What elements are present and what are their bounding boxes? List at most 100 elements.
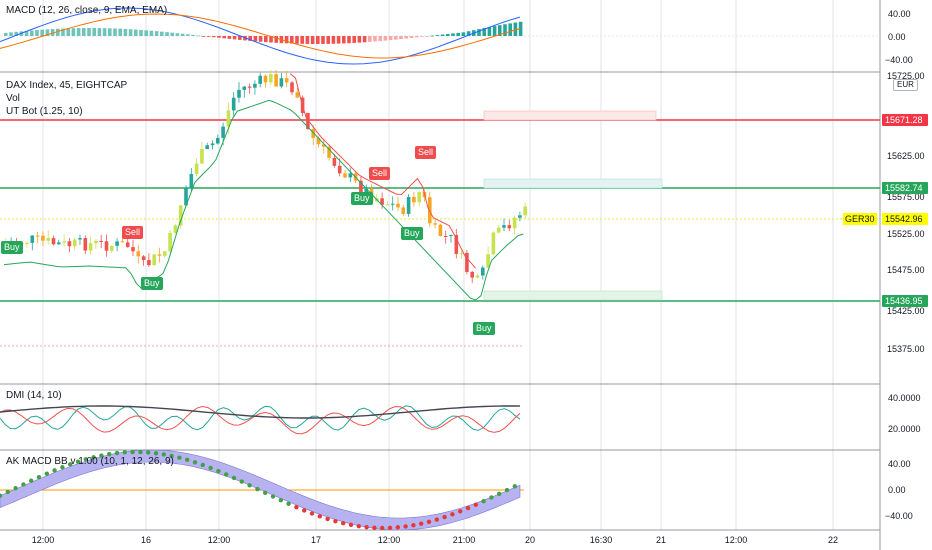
macd-histogram-bar xyxy=(45,29,50,36)
macd-histogram-bar xyxy=(253,36,258,42)
candle-body xyxy=(51,238,56,245)
akmacd-dot xyxy=(75,459,81,464)
candle-body xyxy=(152,254,156,266)
candle-body xyxy=(104,241,109,251)
akmacd-dot xyxy=(224,472,229,477)
macd-histogram-bar xyxy=(139,29,143,36)
candle-body xyxy=(173,225,178,233)
akmacd-dot xyxy=(380,525,385,531)
macd-histogram-bar xyxy=(9,32,13,36)
akmacd-dot xyxy=(364,524,369,530)
akmacd-dot xyxy=(60,465,65,470)
akmacd-axis-tick: 40.00 xyxy=(888,459,911,469)
akmacd-dot xyxy=(395,525,400,530)
zone-green xyxy=(483,290,663,301)
akmacd-dot xyxy=(161,452,166,457)
akmacd-dot xyxy=(5,489,10,495)
macd-histogram-bar xyxy=(482,28,486,36)
macd-histogram-bar xyxy=(383,36,388,41)
macd-signal-line xyxy=(0,13,521,59)
sell-signal: Sell xyxy=(415,146,437,159)
candle-body xyxy=(131,247,135,252)
candle-body xyxy=(157,254,162,256)
volume-label[interactable]: Vol xyxy=(6,93,20,104)
currency-button[interactable]: EUR xyxy=(893,79,918,91)
macd-histogram-bar xyxy=(461,32,466,36)
buy-signal: Buy xyxy=(401,227,423,240)
candle-body xyxy=(115,241,119,246)
macd-histogram-bar xyxy=(66,28,70,36)
macd-histogram-bar xyxy=(425,36,429,37)
utbot-label[interactable]: UT Bot (1.25, 10) xyxy=(6,106,83,117)
akmacd-dot xyxy=(278,497,283,503)
akmacd-dot xyxy=(263,490,268,495)
dmi-axis-tick: 40.0000 xyxy=(888,393,921,403)
macd-histogram-bar xyxy=(201,36,206,37)
macd-histogram-bar xyxy=(108,28,112,36)
dmi-plus-line xyxy=(0,405,521,431)
candle-body xyxy=(30,235,35,243)
akmacd-dot xyxy=(481,498,486,504)
candle-body xyxy=(110,245,114,251)
macd-histogram-bar xyxy=(160,31,164,36)
symbol-title[interactable]: DAX Index, 45, EIGHTCAP xyxy=(6,80,128,91)
akmacd-dot xyxy=(356,523,361,529)
macd-histogram-bar xyxy=(274,36,278,43)
candle-body xyxy=(136,251,141,257)
candle-body xyxy=(178,205,183,226)
macd-histogram-bar xyxy=(399,36,403,40)
macd-histogram-bar xyxy=(378,36,382,42)
candle-body xyxy=(343,173,347,178)
macd-histogram-bar xyxy=(227,36,232,39)
akmacd-dot xyxy=(286,501,291,506)
candle-body xyxy=(396,203,400,208)
candle-body xyxy=(83,238,88,251)
candle-body xyxy=(67,241,72,247)
akmacd-dot xyxy=(473,502,478,507)
akmacd-dot xyxy=(153,451,159,456)
time-axis-label: 16 xyxy=(140,535,152,545)
akmacd-dot xyxy=(200,462,205,468)
akmacd-dot xyxy=(185,457,190,463)
akmacd-dot xyxy=(13,485,18,491)
candle-body xyxy=(401,207,406,214)
akmacd-dot xyxy=(208,465,213,471)
macd-histogram-bar xyxy=(388,36,393,41)
macd-histogram-bar xyxy=(206,36,211,37)
price-tag-resistance: 15671.28 xyxy=(882,114,928,126)
macd-histogram-bar xyxy=(316,36,320,44)
candle-body xyxy=(406,196,411,214)
candle-body xyxy=(438,224,443,236)
macd-histogram-bar xyxy=(420,36,424,37)
candle-body xyxy=(295,92,300,98)
akmacd-dot xyxy=(239,479,244,484)
candle-body xyxy=(200,148,204,164)
macd-histogram-bar xyxy=(87,28,91,36)
candle-body xyxy=(433,223,437,225)
macd-histogram-bar xyxy=(92,28,96,36)
candle-body xyxy=(348,173,353,178)
candle-body xyxy=(507,225,512,229)
candle-body xyxy=(481,267,485,276)
macd-histogram-bar xyxy=(331,36,336,44)
dmi-axis-tick: 20.0000 xyxy=(888,424,921,434)
akmacd-dot xyxy=(458,509,463,514)
akmacd-dot xyxy=(309,511,315,516)
candle-body xyxy=(78,238,82,240)
candle-body xyxy=(216,137,220,144)
macd-histogram-bar xyxy=(456,32,460,36)
candle-body xyxy=(205,145,209,149)
akmacd-dot xyxy=(450,512,455,517)
candle-body xyxy=(486,254,490,268)
akmacd-dot xyxy=(512,484,517,489)
akmacd-title[interactable]: AK MACD BB v 1.00 (10, 1, 12, 26, 9) xyxy=(6,456,174,467)
macd-histogram-bar xyxy=(248,36,252,41)
akmacd-dot xyxy=(130,449,135,455)
macd-histogram-bar xyxy=(97,28,102,36)
akmacd-dot xyxy=(177,455,182,460)
dmi-title[interactable]: DMI (14, 10) xyxy=(6,390,62,401)
candle-body xyxy=(322,144,326,147)
macd-histogram-bar xyxy=(362,36,367,43)
akmacd-dot xyxy=(146,450,151,455)
